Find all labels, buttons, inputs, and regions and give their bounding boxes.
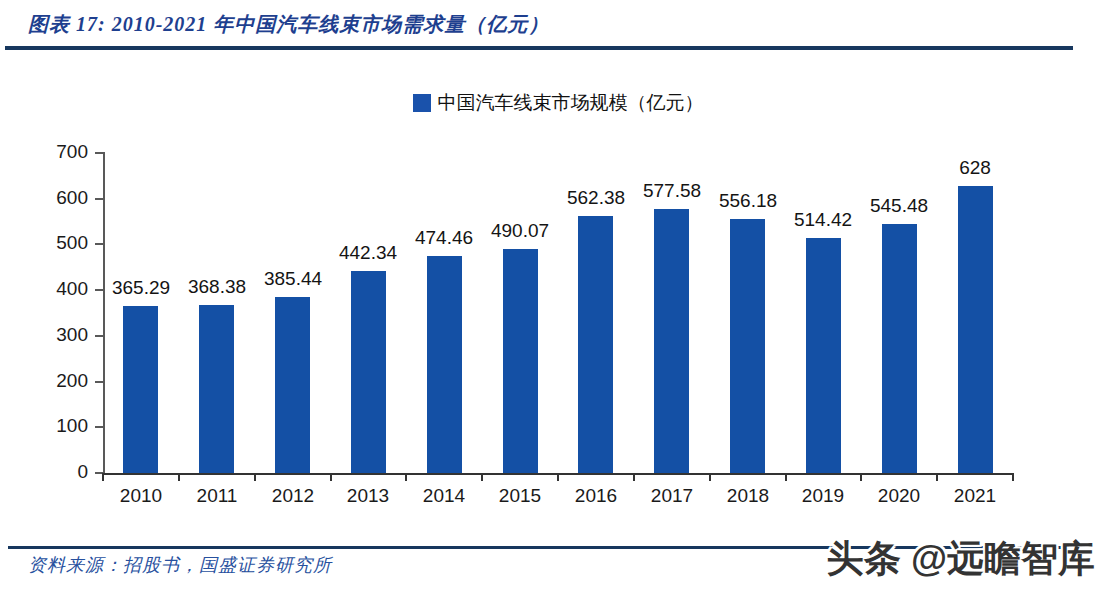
x-axis-tick [481, 473, 483, 481]
x-axis-tick [936, 473, 938, 481]
x-axis-tick [709, 473, 711, 481]
bar-2017 [654, 209, 689, 473]
bar-2013 [351, 271, 386, 473]
y-axis [103, 152, 105, 473]
bar-2012 [275, 297, 310, 473]
x-axis-tick [254, 473, 256, 481]
source-note: 资料来源：招股书，国盛证券研究所 [28, 553, 332, 577]
x-axis-tick [785, 473, 787, 481]
x-tick-label-2013: 2013 [328, 485, 408, 507]
y-tick-label: 700 [28, 141, 88, 163]
x-tick-label-2016: 2016 [556, 485, 636, 507]
y-tick-label: 300 [28, 324, 88, 346]
value-label-2020: 545.48 [839, 195, 959, 217]
bar-2014 [427, 256, 462, 473]
bar-2020 [882, 224, 917, 473]
bar-2010 [123, 306, 158, 473]
x-axis-tick [633, 473, 635, 481]
y-axis-tick [95, 152, 103, 154]
x-tick-label-2010: 2010 [101, 485, 181, 507]
figure-page: 图表 17: 2010-2021 年中国汽车线束市场需求量（亿元） 中国汽车线束… [0, 0, 1105, 595]
y-tick-label: 600 [28, 187, 88, 209]
y-axis-tick [95, 198, 103, 200]
x-tick-label-2018: 2018 [708, 485, 788, 507]
y-axis-tick [95, 335, 103, 337]
x-axis-tick [1012, 473, 1014, 481]
y-axis-tick [95, 243, 103, 245]
y-axis-tick [95, 381, 103, 383]
x-axis-tick [330, 473, 332, 481]
bar-2011 [199, 305, 234, 473]
y-tick-label: 400 [28, 278, 88, 300]
x-tick-label-2012: 2012 [253, 485, 333, 507]
bar-2016 [578, 216, 613, 473]
y-tick-label: 500 [28, 232, 88, 254]
bar-2015 [503, 249, 538, 473]
bar-2018 [730, 219, 765, 473]
x-tick-label-2019: 2019 [783, 485, 863, 507]
bar-2021 [958, 186, 993, 473]
x-tick-label-2021: 2021 [935, 485, 1015, 507]
value-label-2015: 490.07 [460, 220, 580, 242]
y-tick-label: 200 [28, 370, 88, 392]
x-axis-tick [557, 473, 559, 481]
y-tick-label: 100 [28, 415, 88, 437]
x-tick-label-2011: 2011 [177, 485, 257, 507]
y-tick-label: 0 [28, 461, 88, 483]
x-axis-tick [178, 473, 180, 481]
x-tick-label-2020: 2020 [859, 485, 939, 507]
x-axis-tick [860, 473, 862, 481]
value-label-2012: 385.44 [233, 268, 353, 290]
x-tick-label-2015: 2015 [480, 485, 560, 507]
x-tick-label-2017: 2017 [632, 485, 712, 507]
x-axis-tick [405, 473, 407, 481]
y-axis-tick [95, 426, 103, 428]
bar-2019 [806, 238, 841, 473]
bar-chart: 0100200300400500600700365.292010368.3820… [0, 0, 1105, 595]
watermark: 头条 @远瞻智库 [827, 534, 1095, 584]
x-tick-label-2014: 2014 [404, 485, 484, 507]
x-axis-tick [102, 473, 104, 481]
value-label-2021: 628 [915, 157, 1035, 179]
